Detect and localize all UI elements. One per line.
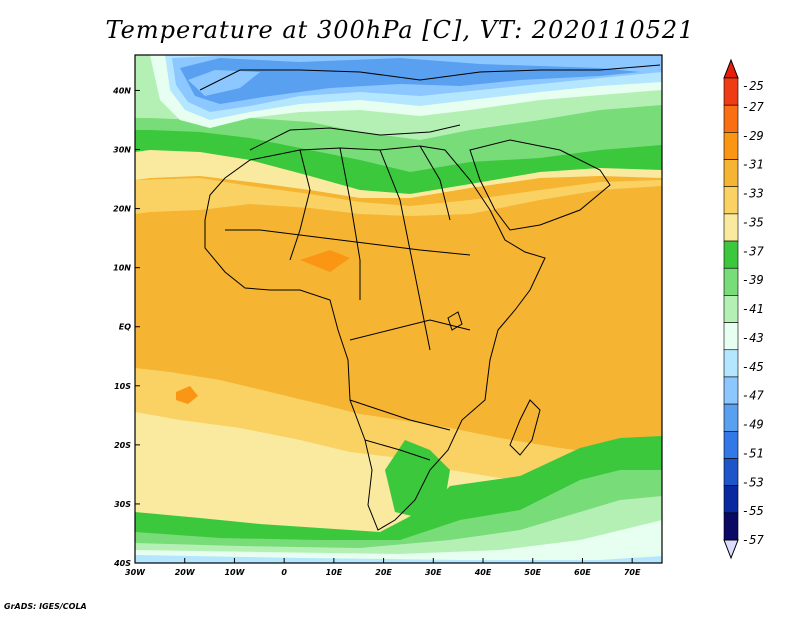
field-minus33-north	[135, 178, 662, 216]
colorbar-label: -51	[742, 446, 764, 460]
arabia-coastline	[469, 139, 611, 231]
lat-tick-label: 30N	[113, 146, 131, 155]
colorbar-label: -33	[742, 187, 764, 201]
border-4	[419, 145, 451, 221]
colorbar-swatch	[723, 376, 739, 405]
madagascar-coastline	[509, 399, 541, 456]
field-minus43-south	[135, 520, 662, 563]
europe-coastline	[199, 64, 661, 91]
colorbar-label: -27	[742, 100, 764, 114]
colorbar-swatch	[723, 132, 739, 160]
colorbar-swatch	[723, 104, 739, 133]
colorbar-label: -43	[742, 331, 764, 345]
colorbar: -25 -27 -29 -31 -33 -35 -37 -39 -41 -43 -45 -47 -49 -…	[723, 58, 764, 560]
colorbar-label: -31	[742, 158, 764, 172]
map-title: Temperature at 300hPa [C], VT: 202011052…	[105, 16, 695, 44]
lat-tick-label: 30S	[114, 500, 131, 509]
field-minus37-africa-south	[385, 440, 450, 518]
lat-tick-label: EQ	[119, 323, 131, 332]
field-minus29-patch-2	[300, 250, 350, 272]
colorbar-label: -45	[742, 360, 764, 374]
border-2	[339, 147, 361, 300]
lon-tick-label: 20E	[375, 568, 392, 577]
colorbar-label: -57	[742, 533, 764, 547]
border-1	[289, 149, 311, 261]
lon-axis: 30W 20W 10W 0 10E 20E 30E 40E 50E 60E 70E	[125, 558, 641, 577]
lat-tick-label: 20N	[113, 205, 131, 214]
lon-tick-label: 40E	[474, 568, 492, 577]
lat-tick-label: 20S	[114, 441, 131, 450]
border-5	[225, 229, 471, 256]
colorbar-swatch	[723, 458, 739, 486]
lon-tick-label: 20W	[175, 568, 196, 577]
colorbar-label: -49	[742, 418, 764, 432]
colorbar-swatch	[723, 322, 739, 351]
border-8	[364, 439, 431, 461]
field-minus45-south	[135, 555, 662, 563]
field-minus47-north-inner	[188, 70, 260, 96]
lat-tick-label: 10N	[113, 264, 131, 273]
lon-tick-label: 0	[281, 568, 287, 577]
colorbar-label: -29	[742, 129, 764, 143]
colorbar-label: -41	[742, 302, 764, 316]
africa-coastline	[204, 145, 546, 531]
colorbar-bottom-arrow	[723, 539, 739, 560]
colorbar-swatch	[723, 403, 739, 432]
lon-tick-label: 30E	[425, 568, 442, 577]
lake-victoria	[447, 311, 463, 331]
lat-tick-label: 40N	[112, 86, 131, 95]
temperature-field	[135, 55, 662, 563]
mediterranean-coast	[249, 124, 461, 151]
lon-tick-label: 30W	[125, 568, 146, 577]
colorbar-top-arrow	[723, 58, 739, 79]
colorbar-label: -47	[742, 389, 764, 403]
colorbar-label: -37	[742, 244, 764, 258]
border-7	[349, 399, 451, 431]
colorbar-label: -25	[742, 79, 764, 93]
colorbar-swatch	[723, 240, 739, 269]
colorbar-label: -53	[742, 475, 764, 489]
colorbar-swatch	[723, 430, 739, 459]
lon-tick-label: 10E	[326, 568, 343, 577]
colorbar-label: -55	[742, 504, 764, 518]
colorbar-swatch	[723, 485, 739, 514]
colorbar-swatch	[723, 512, 739, 541]
plot-frame	[134, 54, 663, 564]
colorbar-swatch	[723, 77, 739, 106]
colorbar-swatch	[723, 349, 739, 378]
coastlines	[199, 64, 661, 531]
lon-tick-label: 50E	[524, 568, 541, 577]
colorbar-swatch	[723, 295, 739, 323]
colorbar-label: -35	[742, 215, 764, 229]
lon-tick-label: 60E	[574, 568, 591, 577]
field-minus29-patch-1	[176, 386, 198, 404]
lat-axis: 40N 30N 20N 10N EQ 10S 20S 30S 40S	[112, 86, 140, 568]
lon-tick-label: 70E	[624, 568, 641, 577]
colorbar-swatch	[723, 267, 739, 296]
colorbar-label: -39	[742, 273, 764, 287]
border-3	[379, 149, 431, 351]
lon-tick-label: 10W	[224, 568, 245, 577]
colorbar-swatch	[723, 186, 739, 215]
lat-tick-label: 10S	[114, 382, 131, 391]
colorbar-swatch	[723, 159, 739, 188]
colorbar-swatch	[723, 213, 739, 242]
credit-text: GrADS: IGES/COLA	[4, 602, 87, 611]
lat-tick-label: 40S	[113, 559, 131, 568]
